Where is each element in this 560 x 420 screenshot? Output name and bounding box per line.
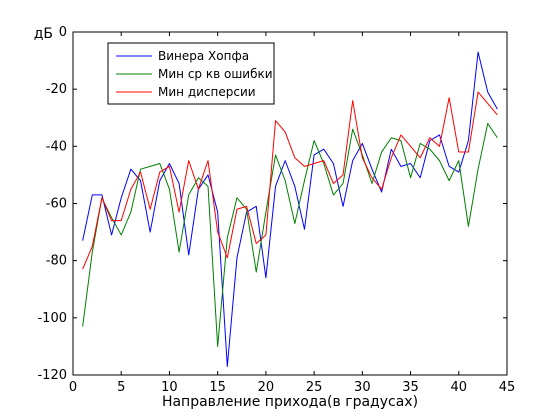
y-tick-label: -20 [46, 82, 67, 97]
y-tick-label: -100 [37, 311, 67, 326]
series-line-3 [82, 91, 498, 270]
x-tick-label: 0 [69, 380, 77, 395]
series-line-1 [82, 51, 498, 367]
y-tick-label: -80 [46, 254, 67, 269]
legend-label-1: Винера Хопфа [158, 49, 249, 63]
legend-label-2: Мин ср кв ошибки [158, 67, 273, 81]
x-tick-label: 30 [354, 380, 371, 395]
y-tick-label: -40 [46, 139, 67, 154]
x-tick-label: 45 [499, 380, 516, 395]
plot-series-group [82, 51, 498, 367]
x-tick-label: 10 [161, 380, 178, 395]
x-tick-label: 5 [117, 380, 125, 395]
x-tick-label: 25 [306, 380, 323, 395]
y-axis-ticks: 0 -20 -40 -60 -80 -100 -120 [37, 25, 507, 383]
x-tick-label: 40 [451, 380, 468, 395]
y-tick-label: -60 [46, 197, 67, 212]
legend-label-3: Мин дисперсии [158, 85, 256, 99]
series-line-2 [82, 122, 498, 347]
legend: Винера Хопфа Мин ср кв ошибки Мин дисперси… [107, 42, 275, 105]
y-tick-label: -120 [37, 368, 67, 383]
y-axis-label: дБ [34, 26, 53, 42]
x-tick-label: 35 [402, 380, 419, 395]
x-tick-label: 20 [258, 380, 275, 395]
y-tick-label: 0 [59, 25, 67, 40]
x-axis-label: Направление прихода(в градусах) [162, 394, 418, 410]
x-axis-ticks: 0 5 10 15 20 25 30 35 40 45 [69, 32, 515, 395]
x-tick-label: 15 [209, 380, 226, 395]
